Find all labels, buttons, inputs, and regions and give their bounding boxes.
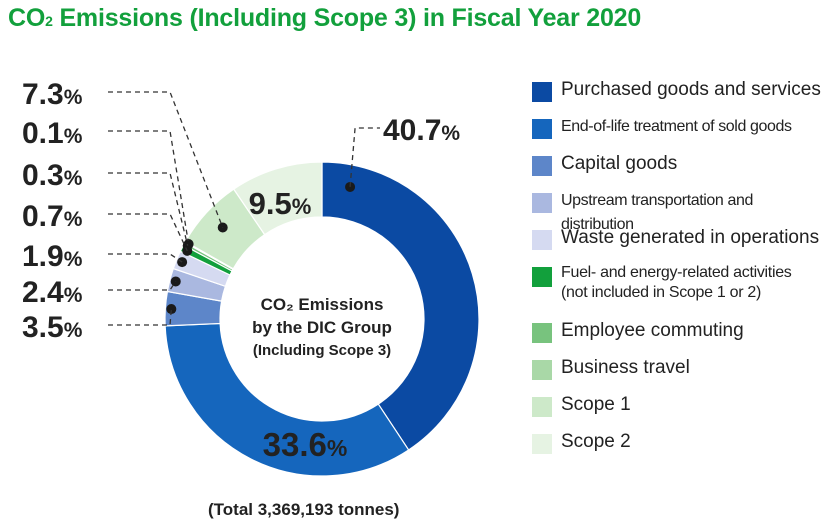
legend-item-employee-commuting: Employee commuting xyxy=(532,319,822,356)
center-label-line2: by the DIC Group xyxy=(252,318,392,337)
legend-label: Upstream transportation and distribution xyxy=(561,192,753,233)
data-label-business-travel: 0.1% xyxy=(22,117,83,150)
legend-item-scope-2: Scope 2 xyxy=(532,430,822,467)
data-label-purchased-goods: 40.7% xyxy=(383,114,460,147)
legend-swatch xyxy=(532,397,552,417)
legend-label: End-of-life treatment of sold goods xyxy=(561,118,792,135)
leader-line-fuel-and-energy-related-activities xyxy=(108,213,188,252)
data-label-capital-goods: 3.5% xyxy=(22,311,83,344)
legend-swatch xyxy=(532,360,552,380)
legend-label: Capital goods xyxy=(561,153,678,174)
leader-line-upstream-transportation-and-distribution xyxy=(108,281,177,291)
leader-line-employee-commuting xyxy=(108,172,189,246)
data-label-end-of-life: 33.6% xyxy=(263,426,348,463)
slice-scope-2 xyxy=(232,161,323,236)
legend: Purchased goods and services End-of-life … xyxy=(532,78,822,467)
leader-line-purchased-goods xyxy=(349,127,380,188)
legend-swatch xyxy=(532,230,552,250)
legend-item-scope-1: Scope 1 xyxy=(532,393,822,430)
legend-swatch xyxy=(532,119,552,139)
total-label: (Total 3,369,193 tonnes) xyxy=(208,500,400,519)
leader-line-scope-1 xyxy=(108,91,224,228)
legend-item-end-of-life-treatment-of-sold-goods: End-of-life treatment of sold goods xyxy=(532,115,822,152)
legend-item-purchased-goods-and-services: Purchased goods and services xyxy=(532,78,822,115)
leader-line-business-travel xyxy=(108,130,190,245)
legend-item-capital-goods: Capital goods xyxy=(532,152,822,189)
data-label-fuel-and-energy-related-activities: 0.7% xyxy=(22,200,83,233)
legend-item-fuel-and-energy-related-activities: Fuel- and energy-related activities (not… xyxy=(532,263,822,319)
legend-swatch xyxy=(532,82,552,102)
legend-label: Waste generated in operations xyxy=(561,227,820,248)
legend-item-upstream-transportation-and-distribution: Upstream transportation and distribution xyxy=(532,189,822,233)
center-label-line1: CO₂ Emissions xyxy=(261,295,384,314)
slice-purchased-goods-and-services xyxy=(321,161,480,451)
leader-dot-capital-goods xyxy=(166,304,177,315)
legend-item-waste-generated-in-operations: Waste generated in operations xyxy=(532,226,822,263)
legend-label: Scope 2 xyxy=(561,431,631,452)
leader-line-waste-generated-in-operations xyxy=(108,253,183,263)
legend-label: Fuel- and energy-related activities (not… xyxy=(561,264,792,301)
data-label-upstream-transportation-and-distribution: 2.4% xyxy=(22,276,83,309)
legend-swatch xyxy=(532,434,552,454)
legend-swatch xyxy=(532,193,552,213)
leader-line-capital-goods xyxy=(108,308,172,326)
legend-swatch xyxy=(532,323,552,343)
legend-swatch xyxy=(532,267,552,287)
data-label-scope-1: 7.3% xyxy=(22,78,83,111)
chart-title: CO2 Emissions (Including Scope 3) in Fis… xyxy=(8,4,642,32)
legend-label: Employee commuting xyxy=(561,320,744,341)
slice-end-of-life-treatment-of-sold-goods xyxy=(164,322,410,477)
data-label-scope-2: 9.5% xyxy=(249,186,312,221)
legend-label: Scope 1 xyxy=(561,394,631,415)
legend-swatch xyxy=(532,156,552,176)
legend-label: Business travel xyxy=(561,357,690,378)
legend-label: Purchased goods and services xyxy=(561,79,821,100)
center-label-line3: (Including Scope 3) xyxy=(253,342,391,359)
data-label-waste-generated-in-operations: 1.9% xyxy=(22,240,83,273)
legend-item-business-travel: Business travel xyxy=(532,356,822,393)
data-label-employee-commuting: 0.3% xyxy=(22,159,83,192)
